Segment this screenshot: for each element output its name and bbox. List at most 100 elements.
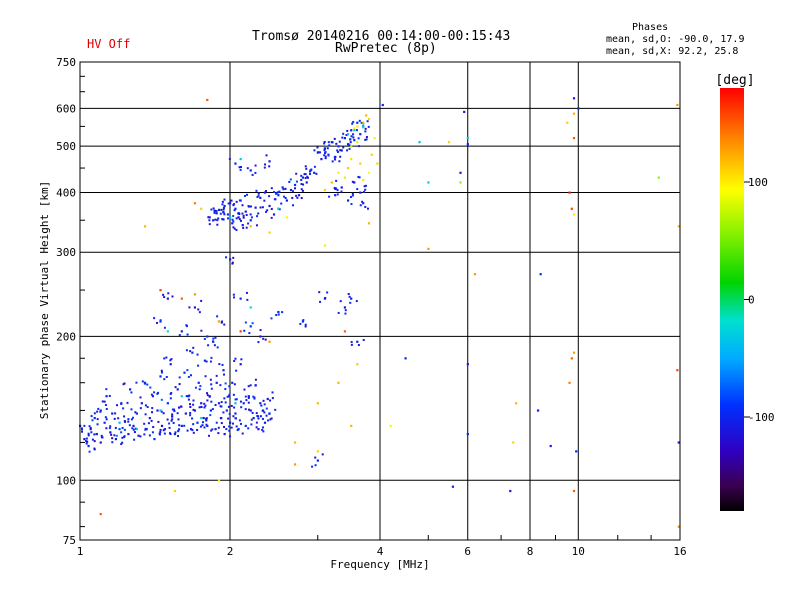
data-point (223, 198, 226, 201)
data-point (240, 219, 243, 222)
data-point (235, 229, 238, 232)
data-point (337, 381, 340, 384)
data-point (149, 386, 152, 389)
data-point (254, 164, 257, 167)
data-point (168, 426, 171, 429)
data-point (346, 149, 349, 152)
data-point (228, 158, 231, 161)
data-point (201, 424, 204, 427)
data-point (166, 418, 169, 421)
data-point (222, 411, 225, 414)
data-point (342, 146, 345, 149)
data-point (87, 444, 90, 448)
data-point (370, 153, 373, 156)
y-tick-label: 750 (56, 56, 76, 69)
data-point (300, 188, 303, 191)
data-point (207, 434, 210, 437)
data-point (227, 417, 230, 420)
data-point (174, 431, 177, 434)
data-point (349, 138, 352, 141)
data-point (281, 311, 284, 314)
data-point (234, 207, 237, 210)
data-point (105, 395, 108, 398)
data-point (572, 213, 576, 216)
data-point (233, 203, 236, 206)
data-point (344, 309, 347, 312)
data-point (160, 410, 163, 413)
data-point (171, 295, 174, 298)
data-point (358, 145, 361, 148)
x-tick-label: 10 (572, 545, 585, 558)
data-point (191, 429, 194, 432)
data-point (220, 208, 223, 211)
data-point (171, 418, 174, 421)
data-point (159, 375, 162, 378)
data-point (246, 193, 249, 196)
data-point (336, 149, 339, 152)
data-point (319, 300, 322, 303)
data-point (141, 380, 144, 383)
plot-frame (79, 61, 681, 541)
data-point (221, 363, 224, 366)
data-point (189, 411, 192, 414)
data-point (192, 403, 195, 406)
data-point (255, 224, 258, 227)
data-point (224, 401, 227, 404)
data-point (177, 418, 180, 421)
data-point (261, 409, 264, 412)
data-point (277, 313, 280, 316)
data-point (342, 132, 345, 135)
data-point (309, 170, 312, 173)
data-point (247, 401, 250, 404)
data-point (115, 434, 118, 437)
data-point (88, 450, 91, 453)
data-point (224, 388, 227, 391)
data-point (376, 162, 379, 165)
data-point (243, 388, 246, 391)
x-tick-label: 16 (673, 545, 686, 558)
data-point (206, 392, 209, 395)
data-point (292, 204, 295, 207)
data-point (254, 171, 257, 174)
data-point (356, 125, 359, 128)
data-point (283, 195, 286, 198)
data-point (362, 121, 365, 124)
data-point (304, 165, 307, 168)
data-point (294, 187, 297, 190)
data-point (272, 213, 276, 216)
data-point (151, 411, 154, 414)
data-point (360, 121, 363, 124)
data-point (362, 190, 365, 193)
data-point (323, 154, 326, 157)
data-point (323, 140, 326, 143)
stats-x-mode: mean, sd,X: 92.2, 25.8 (606, 46, 739, 57)
data-point (196, 428, 199, 431)
data-point (572, 137, 576, 140)
data-point (270, 317, 273, 320)
data-point (362, 178, 365, 182)
data-point (230, 426, 233, 429)
data-point (273, 190, 276, 193)
data-point (237, 212, 240, 215)
data-point (193, 293, 197, 296)
data-point (330, 181, 333, 184)
data-point (186, 333, 189, 336)
data-point (305, 167, 308, 170)
data-point (216, 219, 219, 222)
data-point (331, 141, 334, 144)
data-point (169, 359, 172, 362)
data-point (216, 315, 219, 318)
data-point (173, 408, 176, 411)
data-point (189, 428, 193, 431)
data-point (676, 103, 679, 107)
data-point (239, 330, 242, 333)
data-point (246, 298, 249, 301)
data-point (418, 141, 421, 144)
data-point (129, 388, 132, 391)
data-point (103, 421, 106, 424)
data-point (359, 191, 362, 194)
data-point (539, 273, 542, 276)
data-point (295, 180, 298, 183)
data-point (249, 409, 252, 412)
